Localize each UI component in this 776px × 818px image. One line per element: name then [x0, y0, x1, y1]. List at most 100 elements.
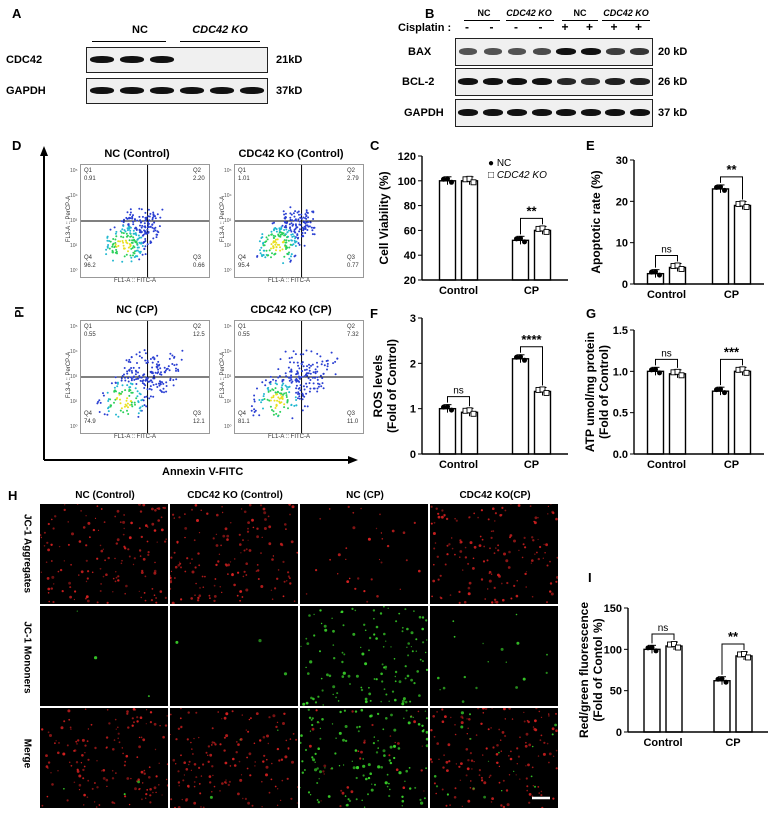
flow-event [131, 241, 134, 244]
red-dot [467, 592, 471, 596]
green-dot [321, 718, 324, 721]
flow-event [281, 397, 284, 400]
flow-event [124, 389, 127, 392]
flow-event [111, 249, 114, 252]
red-dot [468, 581, 472, 585]
red-dot [497, 549, 500, 552]
green-dot [355, 766, 360, 770]
panel-letter-h: H [8, 488, 18, 503]
flow-event [262, 241, 265, 244]
flow-event [321, 360, 324, 363]
flow-event [309, 379, 312, 381]
green-dot [407, 642, 410, 645]
flow-event [117, 415, 120, 418]
flow-event [124, 379, 127, 382]
red-dot [508, 550, 511, 554]
flow-event [262, 249, 265, 252]
red-dot [153, 529, 157, 532]
flow-event [107, 407, 109, 410]
micrograph-tile [430, 708, 558, 808]
red-dot [490, 801, 493, 803]
red-dot [181, 798, 183, 801]
red-dot [177, 727, 181, 730]
red-dot [247, 730, 250, 733]
red-dot [319, 517, 322, 520]
red-dot [469, 787, 472, 789]
red-dot [145, 793, 148, 796]
flow-event [111, 243, 114, 246]
flow-event [260, 401, 263, 404]
y-tick-label: 0.0 [613, 449, 628, 461]
red-dot [174, 565, 178, 569]
red-dot [482, 560, 486, 563]
flow-event [128, 388, 131, 391]
red-dot [208, 775, 212, 778]
flow-event [254, 409, 257, 412]
red-dot [360, 750, 363, 754]
red-dot [134, 787, 137, 791]
flow-event [127, 377, 130, 379]
flow-event [298, 230, 301, 233]
green-dot [317, 747, 320, 750]
flow-event [128, 358, 131, 361]
flow-event [143, 404, 146, 407]
flow-event [138, 258, 141, 261]
flow-event [284, 224, 287, 227]
data-point [714, 184, 719, 190]
red-dot [432, 715, 435, 718]
flow-event [275, 403, 278, 406]
red-dot [280, 758, 284, 761]
red-dot [170, 713, 172, 716]
flow-event [155, 383, 158, 386]
red-dot [238, 533, 241, 536]
micrograph-tile [430, 606, 558, 706]
green-dot [356, 726, 359, 729]
bar [733, 204, 752, 285]
green-dot [393, 756, 396, 760]
flow-event [285, 385, 288, 388]
flow-event [295, 378, 298, 380]
flow-event [103, 413, 106, 416]
red-dot [268, 525, 272, 529]
data-point [441, 176, 446, 182]
red-dot [279, 799, 282, 802]
flow-event [285, 226, 288, 229]
red-dot [190, 769, 192, 771]
green-dot [401, 626, 404, 629]
red-dot [478, 774, 481, 777]
flow-event [140, 376, 143, 379]
red-dot [85, 544, 88, 547]
red-dot [448, 543, 451, 546]
flow-event [145, 395, 148, 398]
red-dot [54, 515, 57, 518]
red-dot [55, 740, 57, 742]
flow-event [128, 239, 131, 242]
flow-event [319, 374, 322, 377]
red-dot [153, 569, 157, 573]
flow-event [117, 244, 120, 247]
red-dot [263, 527, 267, 530]
y-tick-label: 50 [610, 686, 622, 698]
red-dot [467, 727, 469, 730]
flow-event [290, 368, 293, 371]
flow-event [291, 239, 293, 242]
flow-event [149, 358, 152, 360]
flow-event [113, 226, 116, 229]
red-dot [455, 763, 458, 765]
red-dot [117, 726, 119, 729]
flow-event [106, 391, 109, 394]
flow-event [272, 234, 275, 237]
quadrant-value: 12.5 [193, 332, 205, 338]
green-dot [551, 733, 554, 736]
green-dot [410, 631, 414, 635]
flow-event [296, 370, 299, 373]
flow-event [312, 210, 315, 213]
significance-label: ns [661, 244, 672, 255]
green-dot [375, 678, 378, 681]
green-dot [404, 780, 406, 783]
flow-event [126, 211, 129, 214]
flow-event [283, 406, 286, 409]
green-dot [401, 702, 405, 706]
green-dot [386, 785, 389, 788]
